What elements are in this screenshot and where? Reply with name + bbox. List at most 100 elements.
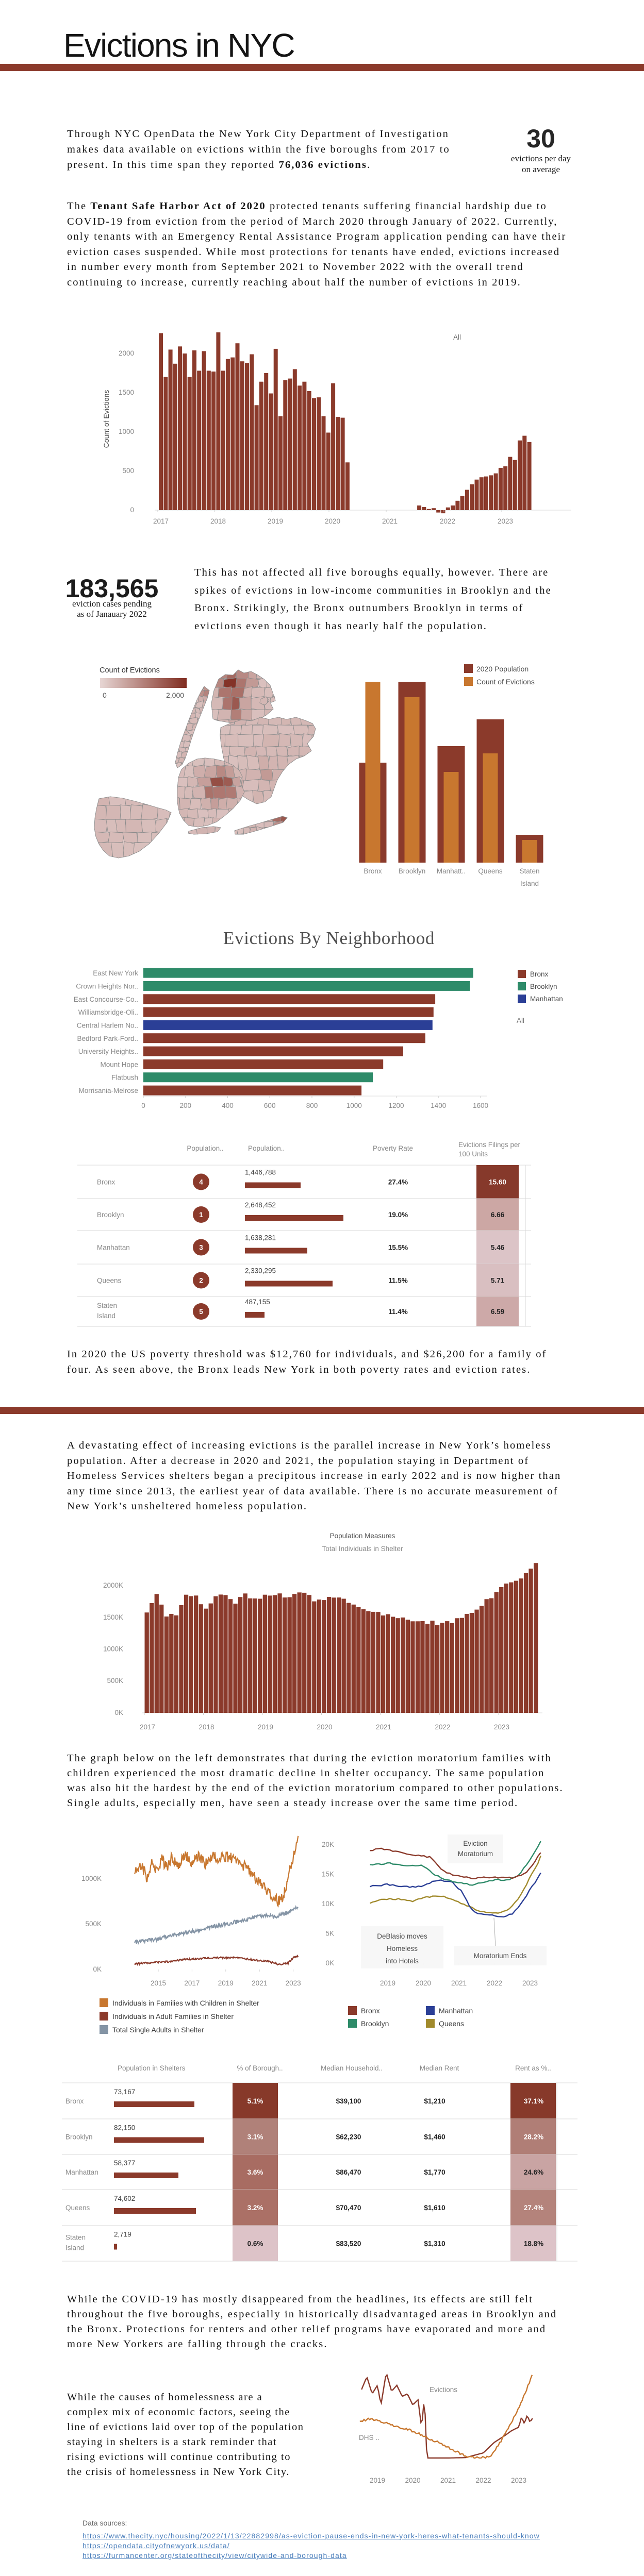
svg-text:Count of Evictions: Count of Evictions — [100, 666, 160, 675]
svg-text:27.4%: 27.4% — [388, 1178, 408, 1186]
svg-text:1500: 1500 — [119, 389, 134, 396]
svg-text:2021: 2021 — [382, 517, 398, 525]
svg-text:Bronx: Bronx — [97, 1178, 115, 1186]
svg-text:19.0%: 19.0% — [388, 1211, 408, 1219]
svg-text:Count of Evictions: Count of Evictions — [102, 390, 110, 448]
svg-text:Queens: Queens — [439, 2019, 464, 2028]
svg-text:2000K: 2000K — [103, 1581, 123, 1589]
svg-text:Poverty Rate: Poverty Rate — [373, 1144, 413, 1152]
svg-text:2,648,452: 2,648,452 — [245, 1201, 276, 1209]
svg-text:0K: 0K — [114, 1709, 123, 1716]
svg-text:5.1%: 5.1% — [247, 2097, 263, 2105]
svg-text:Brooklyn: Brooklyn — [65, 2133, 93, 2141]
svg-text:0.6%: 0.6% — [247, 2240, 263, 2248]
svg-text:into Hotels: into Hotels — [386, 1957, 419, 1965]
svg-text:73,167: 73,167 — [114, 2088, 135, 2096]
svg-text:$1,610: $1,610 — [424, 2204, 445, 2212]
svg-text:3.2%: 3.2% — [247, 2204, 263, 2212]
svg-text:74,602: 74,602 — [114, 2195, 135, 2202]
svg-text:Mount Hope: Mount Hope — [100, 1060, 138, 1068]
svg-text:200: 200 — [180, 1102, 192, 1109]
svg-text:2020: 2020 — [416, 1979, 431, 1987]
svg-text:2017: 2017 — [140, 1723, 155, 1731]
svg-text:24.6%: 24.6% — [524, 2168, 543, 2176]
svg-text:Median Household..: Median Household.. — [321, 2064, 383, 2072]
svg-text:2000: 2000 — [119, 349, 134, 357]
svg-text:6.66: 6.66 — [491, 1211, 505, 1219]
svg-text:Island: Island — [97, 1312, 115, 1320]
svg-text:2018: 2018 — [210, 517, 226, 525]
svg-text:2,719: 2,719 — [114, 2231, 131, 2238]
svg-text:Staten: Staten — [519, 867, 539, 875]
svg-text:Population..: Population.. — [248, 1144, 285, 1152]
svg-text:10K: 10K — [322, 1900, 334, 1908]
svg-text:1200: 1200 — [388, 1102, 404, 1109]
svg-text:$1,310: $1,310 — [424, 2240, 445, 2248]
svg-text:DeBlasio moves: DeBlasio moves — [377, 1932, 427, 1940]
svg-text:$1,210: $1,210 — [424, 2097, 445, 2105]
svg-text:Total Single Adults in Shelter: Total Single Adults in Shelter — [112, 2026, 204, 2034]
svg-text:2022: 2022 — [435, 1723, 450, 1731]
svg-text:0K: 0K — [325, 1959, 334, 1967]
svg-text:3.6%: 3.6% — [247, 2168, 263, 2176]
svg-text:1: 1 — [199, 1211, 203, 1219]
svg-text:3.1%: 3.1% — [247, 2133, 263, 2141]
svg-text:2015: 2015 — [151, 1979, 166, 1987]
svg-text:0K: 0K — [93, 1965, 102, 1973]
svg-text:1400: 1400 — [431, 1102, 446, 1109]
svg-text:18.8%: 18.8% — [524, 2240, 543, 2248]
svg-text:Manhattan: Manhattan — [439, 2007, 473, 2015]
svg-text:Individuals in Adult Families: Individuals in Adult Families in Shelter — [112, 2012, 234, 2021]
svg-text:2017: 2017 — [153, 517, 169, 525]
svg-text:Brooklyn: Brooklyn — [399, 867, 426, 875]
svg-text:2018: 2018 — [199, 1723, 214, 1731]
svg-text:27.4%: 27.4% — [524, 2204, 543, 2212]
svg-text:2020 Population: 2020 Population — [476, 665, 529, 673]
svg-text:500: 500 — [122, 467, 134, 475]
svg-text:2021: 2021 — [451, 1979, 467, 1987]
svg-text:Brooklyn: Brooklyn — [530, 983, 557, 990]
svg-text:Individuals in Families with C: Individuals in Families with Children in… — [112, 1999, 259, 2007]
svg-text:15.60: 15.60 — [489, 1178, 506, 1186]
svg-text:Queens: Queens — [478, 867, 503, 875]
svg-text:East New York: East New York — [93, 969, 138, 977]
svg-text:Population Measures: Population Measures — [330, 1532, 395, 1540]
svg-text:15.5%: 15.5% — [388, 1244, 408, 1252]
svg-text:6.59: 6.59 — [491, 1308, 504, 1316]
svg-text:2023: 2023 — [494, 1723, 509, 1731]
svg-text:1000: 1000 — [346, 1102, 362, 1109]
svg-text:2019: 2019 — [258, 1723, 273, 1731]
svg-text:1000K: 1000K — [103, 1645, 123, 1653]
svg-text:% of Borough..: % of Borough.. — [237, 2064, 283, 2072]
svg-text:2023: 2023 — [511, 2477, 526, 2484]
svg-text:Bronx: Bronx — [361, 2007, 380, 2015]
svg-text:0: 0 — [141, 1102, 145, 1109]
svg-text:2021: 2021 — [252, 1979, 267, 1987]
svg-text:2023: 2023 — [522, 1979, 538, 1987]
svg-text:400: 400 — [222, 1102, 234, 1109]
svg-text:2022: 2022 — [487, 1979, 502, 1987]
svg-text:Total Individuals in Shelter: Total Individuals in Shelter — [322, 1545, 403, 1553]
svg-text:Evictions Filings per: Evictions Filings per — [458, 1141, 521, 1149]
svg-text:2020: 2020 — [317, 1723, 332, 1731]
svg-text:3: 3 — [199, 1244, 203, 1252]
svg-text:Bedford Park-Ford..: Bedford Park-Ford.. — [77, 1035, 138, 1042]
svg-text:0: 0 — [103, 691, 107, 699]
svg-text:Moratorium Ends: Moratorium Ends — [474, 1952, 527, 1960]
svg-text:Manhattan: Manhattan — [65, 2168, 98, 2176]
svg-text:$70,470: $70,470 — [336, 2204, 361, 2212]
svg-text:487,155: 487,155 — [245, 1298, 270, 1306]
svg-text:Brooklyn: Brooklyn — [97, 1211, 124, 1219]
svg-text:University Heights..: University Heights.. — [78, 1048, 138, 1055]
svg-text:DHS ..: DHS .. — [359, 2434, 379, 2442]
svg-text:Staten: Staten — [97, 1302, 117, 1309]
svg-text:$62,230: $62,230 — [336, 2133, 361, 2141]
svg-text:2020: 2020 — [325, 517, 340, 525]
svg-text:Manhattan: Manhattan — [530, 995, 563, 1003]
svg-text:5.46: 5.46 — [491, 1244, 505, 1252]
svg-text:2019: 2019 — [380, 1979, 395, 1987]
svg-text:15K: 15K — [322, 1871, 334, 1878]
svg-text:Homeless: Homeless — [387, 1945, 418, 1952]
svg-text:Bronx: Bronx — [65, 2097, 84, 2105]
svg-text:2019: 2019 — [370, 2477, 385, 2484]
